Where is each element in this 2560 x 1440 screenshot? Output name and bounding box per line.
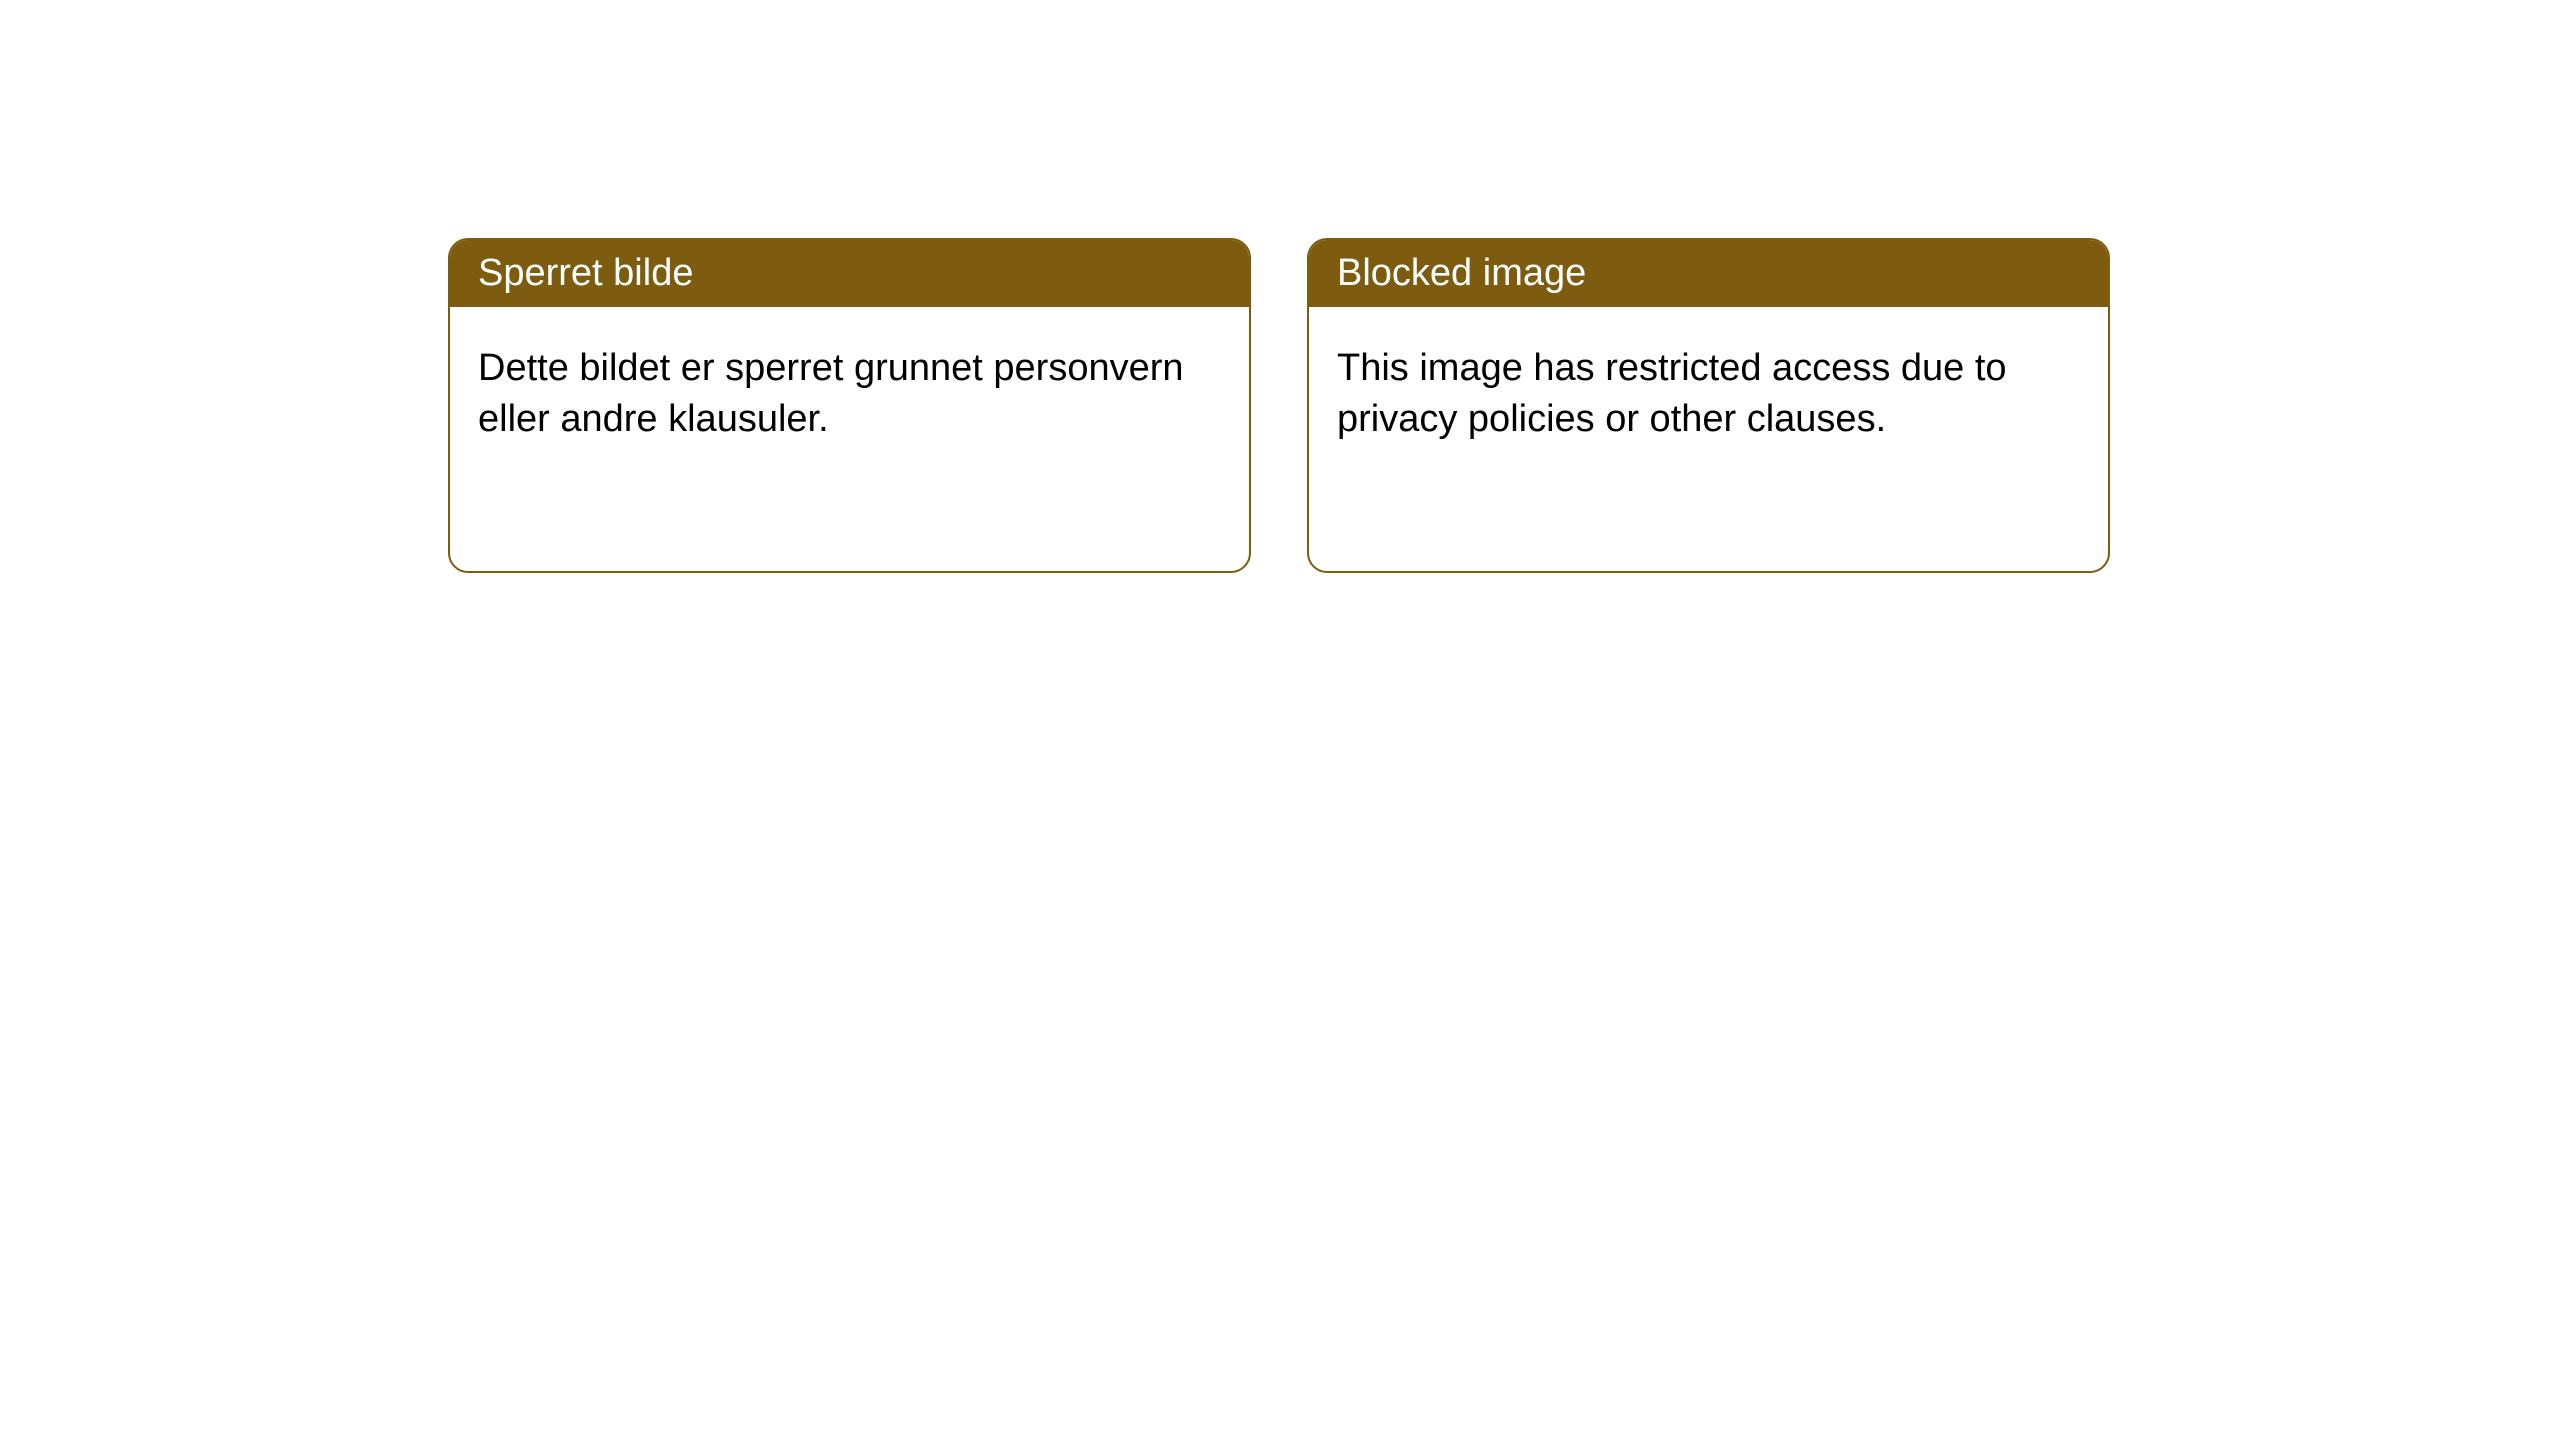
card-title: Sperret bilde [478, 252, 693, 294]
card-title: Blocked image [1337, 252, 1586, 294]
card-header: Blocked image [1309, 240, 2108, 307]
card-body: Dette bildet er sperret grunnet personve… [450, 307, 1249, 482]
card-body-text: Dette bildet er sperret grunnet personve… [478, 347, 1184, 440]
notice-card-english: Blocked image This image has restricted … [1307, 238, 2110, 573]
card-header: Sperret bilde [450, 240, 1249, 307]
card-body: This image has restricted access due to … [1309, 307, 2108, 482]
card-body-text: This image has restricted access due to … [1337, 347, 2007, 440]
notice-card-norwegian: Sperret bilde Dette bildet er sperret gr… [448, 238, 1251, 573]
notice-card-container: Sperret bilde Dette bildet er sperret gr… [0, 0, 2560, 573]
